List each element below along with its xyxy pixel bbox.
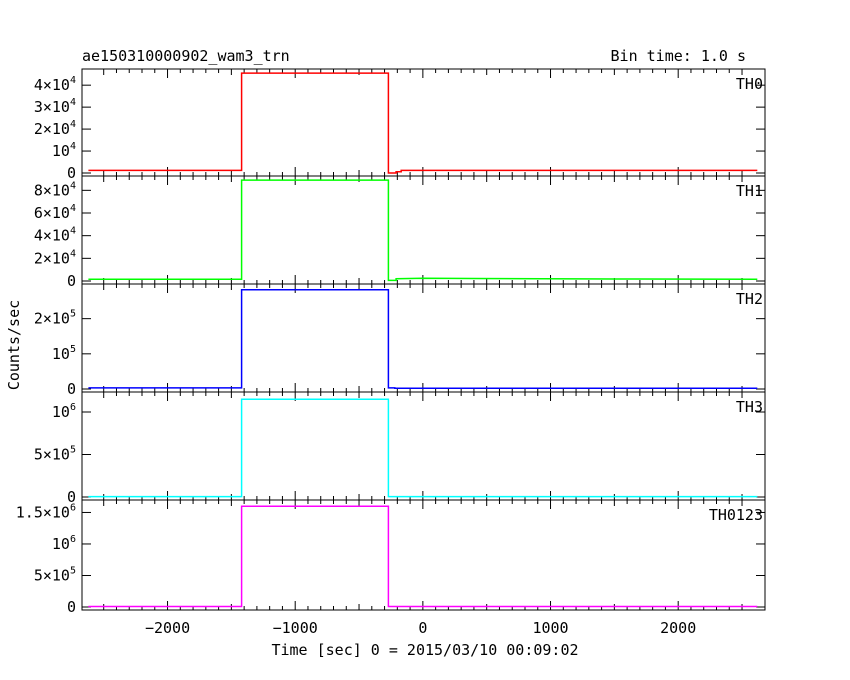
panel-frame bbox=[81, 283, 766, 393]
panel-th0: 0 104 2×104 3×104 4×104 TH0 bbox=[34, 68, 766, 182]
series-line-th1 bbox=[88, 179, 758, 282]
panel-th0123: 0 5×105 106 1.5×106 TH0123 bbox=[16, 499, 766, 616]
y-tick-label: 5×105 bbox=[34, 565, 76, 584]
panel-frame bbox=[81, 68, 766, 177]
bin-time-label: Bin time: 1.0 s bbox=[611, 47, 746, 65]
y-tick-label: 0 bbox=[67, 272, 76, 290]
y-tick-label: 3×104 bbox=[34, 97, 76, 116]
channel-label: TH0123 bbox=[709, 506, 763, 524]
x-tick-label: 2000 bbox=[660, 619, 696, 637]
y-tick-label: 8×104 bbox=[34, 180, 76, 199]
panel-th3: 0 5×105 106 TH3 bbox=[34, 391, 766, 506]
x-tick-label: −1000 bbox=[273, 619, 318, 637]
y-tick-label: 0 bbox=[67, 488, 76, 506]
y-tick-label: 2×104 bbox=[34, 248, 76, 267]
panel-frame bbox=[81, 391, 766, 501]
channel-label: TH2 bbox=[736, 290, 763, 308]
y-tick-label: 105 bbox=[52, 344, 76, 363]
channel-label: TH0 bbox=[736, 75, 763, 93]
series-line-th0123 bbox=[88, 505, 758, 608]
channel-label: TH3 bbox=[736, 398, 763, 416]
panel-th2: 0 105 2×105 TH2 bbox=[34, 283, 766, 398]
y-tick-label: 0 bbox=[67, 164, 76, 182]
y-tick-label: 2×105 bbox=[34, 309, 76, 328]
x-tick-label: 1000 bbox=[532, 619, 568, 637]
y-tick-label: 106 bbox=[52, 402, 76, 421]
panels: 0 104 2×104 3×104 4×104 TH0 0 2×104 4×104 6×104 8×… bbox=[16, 68, 766, 637]
y-tick-label: 0 bbox=[67, 598, 76, 616]
y-tick-label: 1.5×106 bbox=[16, 502, 76, 521]
y-tick-label: 106 bbox=[52, 534, 76, 553]
y-tick-label: 4×104 bbox=[34, 75, 76, 94]
x-axis-label: Time [sec] 0 = 2015/03/10 00:09:02 bbox=[271, 641, 578, 659]
series-line-th0 bbox=[88, 72, 758, 174]
channel-label: TH1 bbox=[736, 182, 763, 200]
series-line-th2 bbox=[88, 289, 758, 390]
y-axis-label: Counts/sec bbox=[5, 300, 23, 390]
y-tick-label: 2×104 bbox=[34, 119, 76, 138]
y-tick-label: 104 bbox=[52, 141, 76, 160]
series-line-th3 bbox=[88, 398, 758, 498]
x-tick-label: 0 bbox=[418, 619, 427, 637]
chart-title: ae150310000902_wam3_trn bbox=[82, 47, 290, 65]
panel-frame bbox=[81, 175, 766, 285]
y-tick-label: 6×104 bbox=[34, 203, 76, 222]
x-tick-label: −2000 bbox=[145, 619, 190, 637]
y-tick-label: 4×104 bbox=[34, 226, 76, 245]
panel-th1: 0 2×104 4×104 6×104 8×104 TH1 bbox=[34, 175, 766, 290]
panel-frame bbox=[81, 499, 766, 611]
y-tick-label: 0 bbox=[67, 380, 76, 398]
y-tick-label: 5×105 bbox=[34, 445, 76, 464]
